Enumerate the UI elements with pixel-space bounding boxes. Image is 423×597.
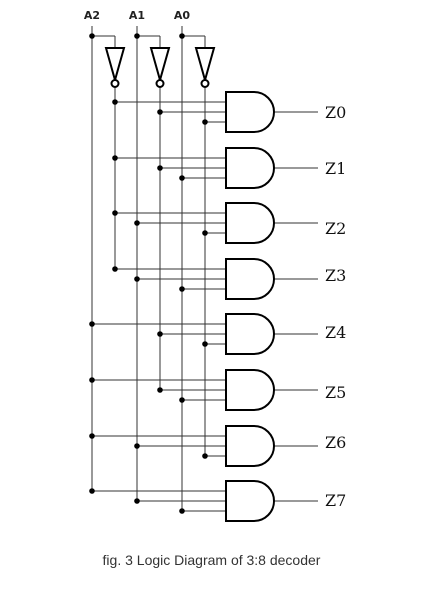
tap-dot-gate-7-a0 (179, 508, 185, 514)
junction-dots (89, 33, 208, 514)
output-label-z2: Z2 (325, 219, 346, 238)
tap-dot-gate-1-a0 (179, 175, 185, 181)
tap-dot-gate-4-a0 (202, 341, 208, 347)
and-gate-2 (225, 202, 275, 244)
tap-dot-gate-0-a1 (157, 109, 163, 115)
tap-dot-gate-7-a2 (89, 488, 95, 494)
output-label-z0: Z0 (325, 103, 346, 122)
inverter-a2 (104, 47, 126, 84)
and-gates (225, 91, 275, 522)
inverter-bubble-a0 (200, 79, 210, 88)
branch-dot-a1 (134, 33, 140, 39)
tap-dot-gate-6-a1 (134, 443, 140, 449)
tap-dot-gate-5-a2 (89, 377, 95, 383)
branch-dot-a0 (179, 33, 185, 39)
wires (91, 26, 318, 512)
tap-dot-gate-1-a2 (112, 155, 118, 161)
inverter-a0 (194, 47, 216, 84)
inverters (104, 47, 216, 88)
input-label-a0: A0 (174, 9, 191, 22)
tap-dot-gate-6-a0 (202, 453, 208, 459)
and-gate-4 (225, 313, 275, 355)
tap-dot-gate-1-a1 (157, 165, 163, 171)
tap-dot-gate-2-a0 (202, 230, 208, 236)
output-label-z1: Z1 (325, 159, 346, 178)
tap-dot-gate-6-a2 (89, 433, 95, 439)
tap-dot-gate-4-a2 (89, 321, 95, 327)
branch-dot-a2 (89, 33, 95, 39)
figure-caption: fig. 3 Logic Diagram of 3:8 decoder (102, 552, 321, 568)
output-label-z3: Z3 (325, 266, 346, 285)
input-label-a2: A2 (84, 9, 100, 22)
and-gate-0 (225, 91, 275, 133)
tap-dot-gate-2-a1 (134, 220, 140, 226)
output-label-z7: Z7 (325, 491, 346, 510)
inverter-a1 (149, 47, 171, 84)
tap-dot-gate-0-a0 (202, 119, 208, 125)
output-label-z4: Z4 (325, 323, 346, 342)
and-gate-6 (225, 425, 275, 467)
tap-dot-gate-3-a0 (179, 286, 185, 292)
and-gate-5 (225, 369, 275, 411)
tap-dot-gate-2-a2 (112, 210, 118, 216)
and-gate-3 (225, 258, 275, 300)
and-gate-1 (225, 147, 275, 189)
input-label-a1: A1 (129, 9, 145, 22)
tap-dot-gate-5-a0 (179, 397, 185, 403)
tap-dot-gate-7-a1 (134, 498, 140, 504)
output-label-z6: Z6 (325, 433, 346, 452)
inverter-bubble-a2 (110, 79, 120, 88)
tap-dot-gate-3-a2 (112, 266, 118, 272)
inverter-bubble-a1 (155, 79, 165, 88)
tap-dot-gate-3-a1 (134, 276, 140, 282)
tap-dot-gate-5-a1 (157, 387, 163, 393)
tap-dot-gate-0-a2 (112, 99, 118, 105)
and-gate-7 (225, 480, 275, 522)
output-label-z5: Z5 (325, 383, 346, 402)
tap-dot-gate-4-a1 (157, 331, 163, 337)
